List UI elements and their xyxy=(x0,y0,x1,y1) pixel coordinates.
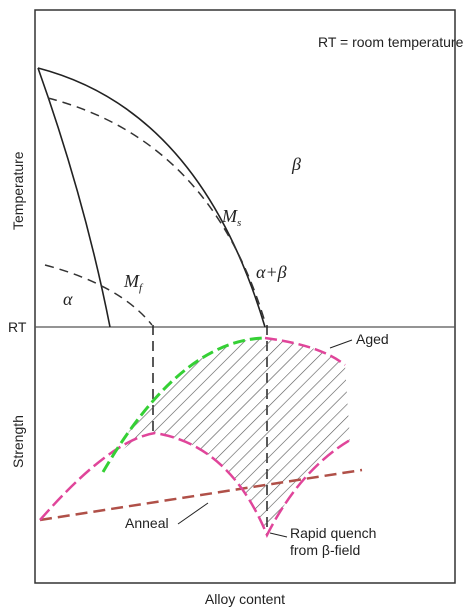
anneal-label: Anneal xyxy=(125,515,169,531)
ms-main: M xyxy=(221,206,238,226)
ms-sub: s xyxy=(237,217,241,229)
beta-transus xyxy=(37,67,266,328)
ms-label: Ms xyxy=(221,206,241,229)
leader xyxy=(177,502,209,525)
x-label: Alloy content xyxy=(205,591,285,607)
mf-sub: f xyxy=(139,282,144,294)
rt-label: RT xyxy=(8,319,27,335)
y-label-upper: Temperature xyxy=(10,151,26,230)
mf-label: Mf xyxy=(123,271,144,294)
alpha-label: α xyxy=(63,289,73,309)
quench-label: from β-field xyxy=(290,542,360,558)
quench-curve xyxy=(39,431,351,538)
mf-main: M xyxy=(123,271,140,291)
frame xyxy=(34,9,456,584)
quench-label: Rapid quench xyxy=(290,525,376,541)
hatched-region xyxy=(103,338,350,535)
leader xyxy=(269,532,288,538)
leader xyxy=(329,339,353,349)
beta-label: β xyxy=(291,154,301,174)
note: RT = room temperature xyxy=(318,34,464,50)
alpha-beta-label: α+β xyxy=(256,262,287,282)
y-label-lower: Strength xyxy=(10,415,26,468)
aged-curve xyxy=(101,336,266,473)
ms-line xyxy=(47,97,266,323)
alpha-boundary xyxy=(37,67,111,328)
aged-curve-end xyxy=(264,336,346,366)
mf-line xyxy=(44,264,153,326)
aged-label: Aged xyxy=(356,331,389,347)
anneal-curve xyxy=(39,468,363,522)
